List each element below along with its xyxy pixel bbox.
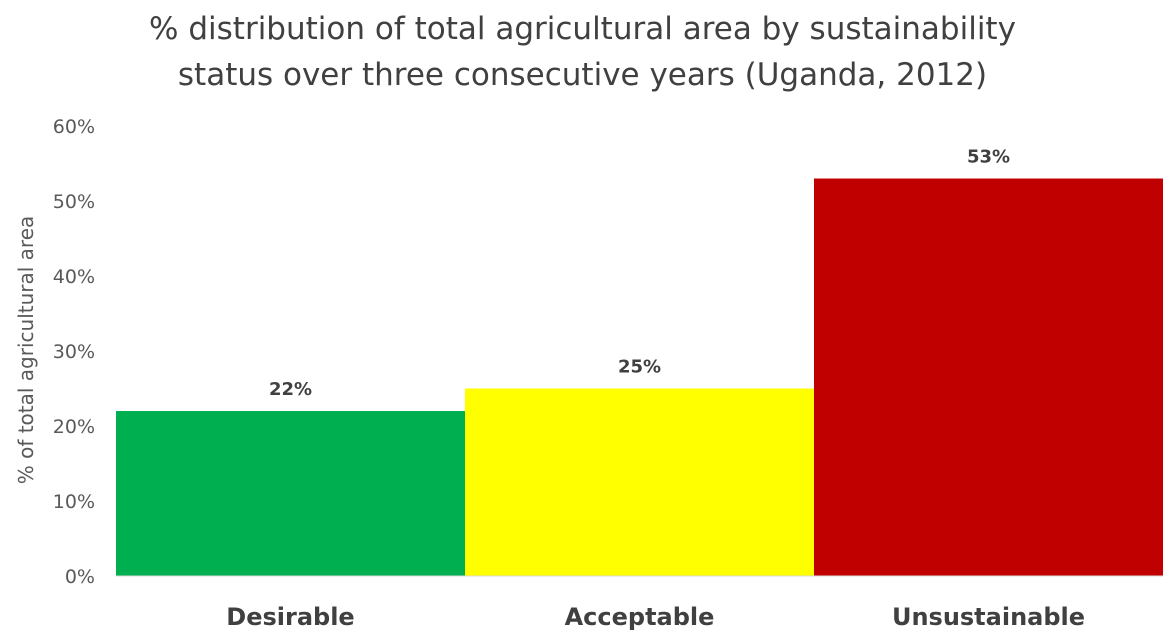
y-tick-label: 20%	[53, 416, 95, 438]
y-tick-label: 60%	[53, 116, 95, 138]
x-axis-category-labels: Desirable Acceptable Unsustainable	[226, 603, 1085, 631]
data-label: 53%	[967, 147, 1010, 168]
y-tick-label: 0%	[65, 566, 95, 588]
bar-unsustainable	[814, 178, 1163, 576]
y-tick-label: 30%	[53, 341, 95, 363]
chart-title: % distribution of total agricultural are…	[0, 6, 1165, 98]
y-tick-label: 50%	[53, 191, 95, 213]
y-tick-label: 40%	[53, 266, 95, 288]
y-axis-label: % of total agricultural area	[14, 216, 38, 485]
chart-title-line-1: % distribution of total agricultural are…	[149, 11, 1016, 47]
y-axis-ticks: 0% 10% 20% 30% 40% 50% 60%	[53, 116, 95, 588]
data-label: 22%	[269, 379, 312, 400]
data-labels-group: 22% 25% 53%	[269, 147, 1010, 401]
x-category-label: Acceptable	[565, 603, 715, 631]
bar-acceptable	[465, 388, 814, 576]
bar-desirable	[116, 411, 465, 576]
chart-title-line-2: status over three consecutive years (Uga…	[177, 57, 988, 93]
y-tick-label: 10%	[53, 491, 95, 513]
x-category-label: Unsustainable	[892, 603, 1085, 631]
bars-group	[116, 178, 1163, 576]
data-label: 25%	[618, 357, 661, 378]
x-category-label: Desirable	[226, 603, 354, 631]
